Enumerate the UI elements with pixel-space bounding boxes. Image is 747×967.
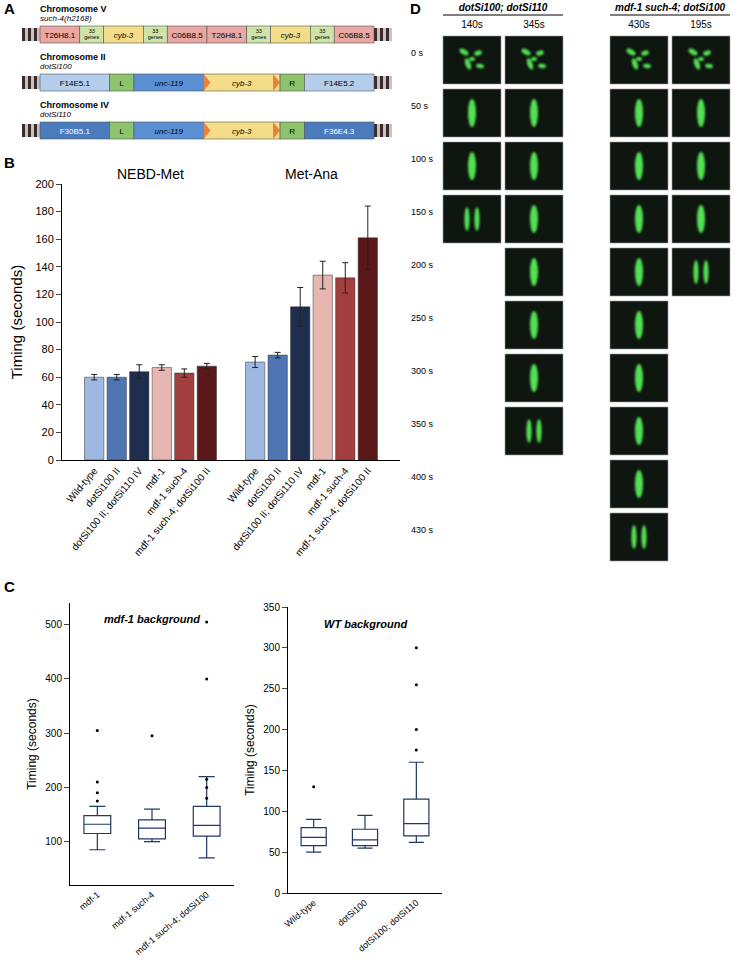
svg-text:cyb-3: cyb-3 — [232, 127, 252, 136]
svg-text:cyb-3: cyb-3 — [281, 31, 301, 40]
svg-text:180: 180 — [35, 205, 53, 217]
svg-text:430s: 430s — [628, 19, 650, 30]
svg-text:140: 140 — [35, 261, 53, 273]
svg-text:dotSi100: dotSi100 — [336, 898, 370, 928]
svg-text:F30B5.1: F30B5.1 — [60, 127, 91, 136]
svg-text:33genes: 33genes — [148, 28, 163, 40]
svg-text:F14E5.1: F14E5.1 — [60, 79, 91, 88]
svg-text:mdf-1 such-4: mdf-1 such-4 — [305, 465, 351, 517]
svg-text:dotSi100; dotSi110: dotSi100; dotSi110 — [459, 2, 548, 13]
svg-text:40: 40 — [42, 399, 54, 411]
svg-text:unc-119: unc-119 — [155, 79, 184, 88]
svg-text:L: L — [120, 127, 125, 136]
svg-text:mdf-1 background: mdf-1 background — [104, 613, 200, 625]
svg-text:D: D — [410, 0, 421, 17]
svg-text:R: R — [289, 127, 295, 136]
svg-text:Wild-type: Wild-type — [283, 898, 318, 930]
svg-text:400: 400 — [45, 673, 62, 684]
svg-text:33genes: 33genes — [251, 28, 266, 40]
svg-text:mdf-1 such-4; dotSi100: mdf-1 such-4; dotSi100 — [133, 890, 211, 957]
svg-text:200 s: 200 s — [411, 260, 434, 270]
svg-text:Timing (seconds): Timing (seconds) — [8, 265, 25, 379]
svg-text:33genes: 33genes — [315, 28, 330, 40]
svg-text:160: 160 — [35, 233, 53, 245]
svg-text:A: A — [4, 0, 15, 17]
svg-text:50: 50 — [269, 847, 281, 858]
svg-text:Chromosome V: Chromosome V — [40, 4, 107, 14]
svg-text:Met-Ana: Met-Ana — [285, 166, 338, 182]
svg-text:200: 200 — [263, 724, 280, 735]
svg-text:B: B — [4, 154, 15, 171]
svg-text:Chromosome IV: Chromosome IV — [40, 100, 109, 110]
svg-text:Wild-type: Wild-type — [64, 465, 99, 504]
svg-text:dotSi100; dotSi110: dotSi100; dotSi110 — [356, 898, 420, 954]
svg-text:100: 100 — [35, 316, 53, 328]
svg-text:WT background: WT background — [324, 618, 407, 630]
svg-text:80: 80 — [42, 343, 54, 355]
svg-text:cyb-3: cyb-3 — [232, 79, 252, 88]
svg-text:such-4(h2168): such-4(h2168) — [40, 14, 92, 23]
svg-text:120: 120 — [35, 288, 53, 300]
svg-text:500: 500 — [45, 619, 62, 630]
svg-text:100: 100 — [45, 836, 62, 847]
svg-text:Wild-type: Wild-type — [225, 465, 260, 504]
svg-text:Chromosome II: Chromosome II — [40, 52, 106, 62]
svg-text:Timing (seconds): Timing (seconds) — [25, 698, 39, 790]
svg-text:345s: 345s — [523, 19, 545, 30]
svg-text:150: 150 — [263, 765, 280, 776]
svg-text:Timing (seconds): Timing (seconds) — [243, 704, 257, 796]
svg-text:dotSi100: dotSi100 — [40, 62, 72, 71]
svg-text:33genes: 33genes — [84, 28, 99, 40]
svg-text:mdf-1: mdf-1 — [303, 465, 328, 492]
svg-text:200: 200 — [45, 782, 62, 793]
svg-text:T26H8.1: T26H8.1 — [45, 31, 76, 40]
svg-text:150 s: 150 s — [411, 207, 434, 217]
svg-text:dotSi100 II; dotSi110 IV: dotSi100 II; dotSi110 IV — [230, 465, 306, 552]
svg-text:C06B8.5: C06B8.5 — [339, 31, 371, 40]
svg-text:20: 20 — [42, 426, 54, 438]
svg-text:300: 300 — [263, 642, 280, 653]
svg-text:200: 200 — [35, 178, 53, 190]
svg-text:100 s: 100 s — [411, 154, 434, 164]
svg-text:mdf-1: mdf-1 — [77, 890, 101, 912]
svg-text:300 s: 300 s — [411, 366, 434, 376]
svg-text:dotSi100 II: dotSi100 II — [244, 465, 283, 509]
svg-text:dotSi110: dotSi110 — [40, 110, 72, 119]
svg-text:50 s: 50 s — [411, 101, 429, 111]
svg-text:mdf-1 such-4; dotSi100 II: mdf-1 such-4; dotSi100 II — [132, 465, 212, 558]
svg-text:C06B8.5: C06B8.5 — [172, 31, 204, 40]
svg-text:0: 0 — [48, 454, 54, 466]
svg-text:350 s: 350 s — [411, 419, 434, 429]
svg-text:mdf-1 such-4; dotSi100 II: mdf-1 such-4; dotSi100 II — [293, 465, 373, 558]
svg-text:L: L — [120, 79, 125, 88]
svg-text:250: 250 — [263, 683, 280, 694]
svg-text:dotSi100 II: dotSi100 II — [83, 465, 122, 509]
svg-text:R: R — [289, 79, 295, 88]
svg-text:cyb-3: cyb-3 — [114, 31, 134, 40]
svg-text:140s: 140s — [461, 19, 483, 30]
svg-text:430 s: 430 s — [411, 525, 434, 535]
svg-text:mdf-1 such-4; dotSi100: mdf-1 such-4; dotSi100 — [615, 2, 725, 13]
svg-text:350: 350 — [263, 602, 280, 613]
svg-text:0: 0 — [274, 888, 280, 899]
svg-text:300: 300 — [45, 728, 62, 739]
svg-text:F14E5.2: F14E5.2 — [324, 79, 355, 88]
svg-text:250 s: 250 s — [411, 313, 434, 323]
svg-text:T26H8.1: T26H8.1 — [212, 31, 243, 40]
svg-text:0 s: 0 s — [411, 48, 424, 58]
svg-text:mdf-1 such-4: mdf-1 such-4 — [110, 890, 157, 931]
svg-text:400 s: 400 s — [411, 472, 434, 482]
svg-text:195s: 195s — [690, 19, 712, 30]
svg-text:mdf-1 such-4: mdf-1 such-4 — [144, 465, 190, 517]
svg-text:dotSi100 II; dotSi110 IV: dotSi100 II; dotSi110 IV — [69, 465, 145, 552]
svg-text:mdf-1: mdf-1 — [142, 465, 167, 492]
svg-text:C: C — [4, 578, 15, 595]
svg-text:F36E4.3: F36E4.3 — [324, 127, 355, 136]
svg-text:NEBD-Met: NEBD-Met — [117, 166, 184, 182]
svg-text:unc-119: unc-119 — [155, 127, 184, 136]
svg-text:100: 100 — [263, 806, 280, 817]
svg-text:60: 60 — [42, 371, 54, 383]
